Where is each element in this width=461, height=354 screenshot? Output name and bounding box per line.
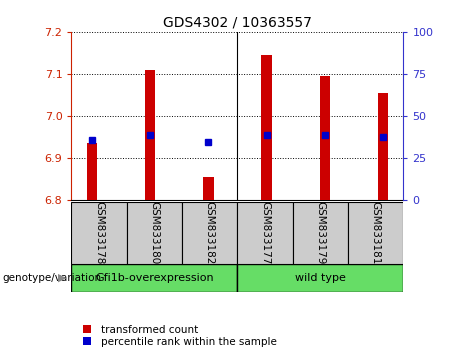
Bar (237, 202, 293, 264)
Text: Gfi1b-overexpression: Gfi1b-overexpression (95, 273, 214, 283)
Bar (87, 143, 97, 200)
Legend: transformed count, percentile rank within the sample: transformed count, percentile rank withi… (77, 325, 277, 347)
Bar (237, 264, 403, 292)
Text: GSM833181: GSM833181 (371, 201, 381, 264)
Text: ▶: ▶ (58, 273, 66, 283)
Text: genotype/variation: genotype/variation (2, 273, 101, 283)
Bar (145, 70, 155, 200)
Title: GDS4302 / 10363557: GDS4302 / 10363557 (163, 15, 312, 29)
Bar (319, 76, 330, 200)
Bar (71, 264, 237, 292)
Bar (71, 202, 127, 264)
Text: GSM833178: GSM833178 (94, 201, 104, 264)
Text: wild type: wild type (295, 273, 346, 283)
Bar (127, 202, 182, 264)
Bar (293, 202, 348, 264)
Bar (261, 55, 272, 200)
Text: GSM833179: GSM833179 (315, 201, 325, 264)
Text: GSM833182: GSM833182 (205, 201, 215, 264)
Bar (378, 93, 388, 200)
Bar (203, 177, 213, 200)
Bar (182, 202, 237, 264)
Text: GSM833180: GSM833180 (149, 201, 160, 264)
Bar (348, 202, 403, 264)
Text: GSM833177: GSM833177 (260, 201, 270, 264)
